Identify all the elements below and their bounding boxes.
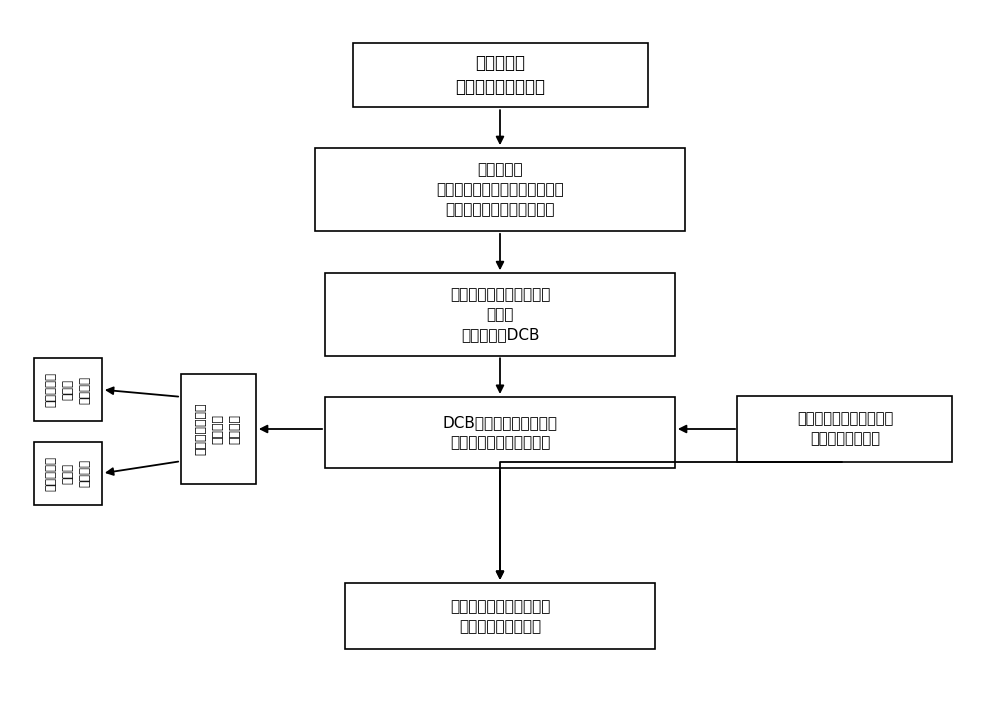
Text: 读取前一天
观测文件，导航文件: 读取前一天 观测文件，导航文件 <box>455 54 545 96</box>
FancyBboxPatch shape <box>325 273 675 355</box>
FancyBboxPatch shape <box>180 373 256 485</box>
Text: 建立全天电离层延迟多项
式模型
求解前一天DCB: 建立全天电离层延迟多项 式模型 求解前一天DCB <box>450 287 550 342</box>
Text: 数据预处理
（粗差剔除，周跳探测与修复，
伪距值优化，穿刺点确定）: 数据预处理 （粗差剔除，周跳探测与修复， 伪距值优化，穿刺点确定） <box>436 162 564 217</box>
FancyBboxPatch shape <box>34 442 102 505</box>
FancyBboxPatch shape <box>315 149 685 230</box>
FancyBboxPatch shape <box>737 396 952 462</box>
FancyBboxPatch shape <box>34 358 102 421</box>
FancyBboxPatch shape <box>345 583 655 649</box>
Text: （卫星与参
考站）
坐标解算: （卫星与参 考站） 坐标解算 <box>44 373 92 407</box>
Text: DCB作为已知值代入，建
立当日单历元多项式模型: DCB作为已知值代入，建 立当日单历元多项式模型 <box>442 415 558 450</box>
Text: 根据区域大小划分格网，
确定格网点经纬度: 根据区域大小划分格网， 确定格网点经纬度 <box>797 412 893 446</box>
FancyBboxPatch shape <box>353 43 648 107</box>
Text: 构建各格网点时间序列，
监测区域电离层活动: 构建各格网点时间序列， 监测区域电离层活动 <box>450 599 550 633</box>
Text: （未知参与
参数）
坐标解算: （未知参与 参数） 坐标解算 <box>44 456 92 490</box>
Text: （星间模糊度）
求解一期
坐标解算: （星间模糊度） 求解一期 坐标解算 <box>194 403 242 455</box>
FancyBboxPatch shape <box>325 397 675 468</box>
